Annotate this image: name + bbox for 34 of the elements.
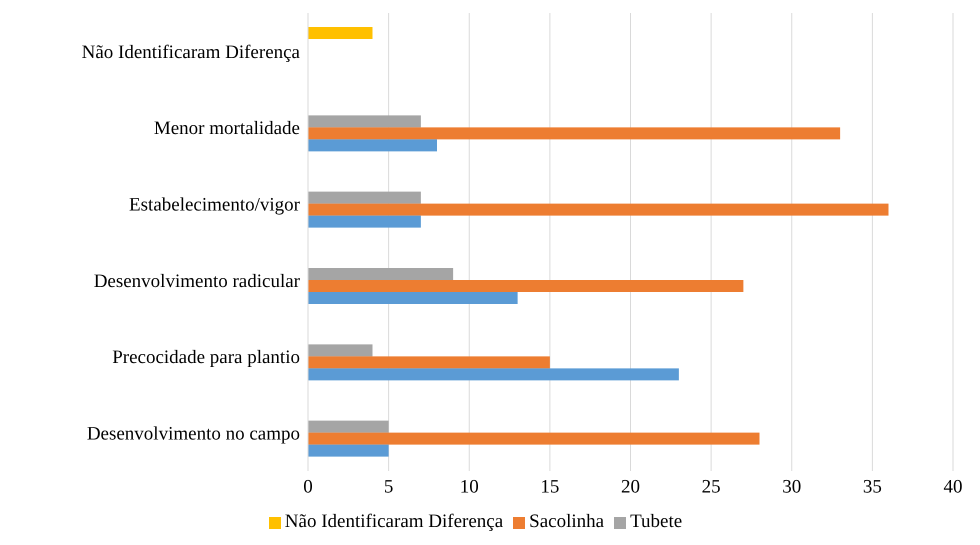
bar — [308, 192, 421, 204]
x-tick-label: 20 — [621, 476, 640, 498]
y-tick-label: Desenvolvimento radicular — [94, 270, 301, 292]
bar — [308, 204, 888, 216]
x-tick-label: 35 — [862, 476, 882, 498]
bar — [308, 432, 760, 445]
x-tick-label: 25 — [702, 476, 721, 498]
bar — [308, 280, 744, 292]
x-tick-label: 30 — [782, 476, 802, 498]
bar — [308, 420, 389, 433]
y-tick-label: Desenvolvimento no campo — [86, 424, 300, 445]
x-tick-label: 10 — [460, 476, 479, 498]
bar — [308, 444, 389, 457]
bar — [308, 268, 454, 280]
bar — [308, 356, 550, 368]
bar — [308, 27, 372, 39]
bar — [308, 368, 679, 380]
x-tick-label: 15 — [540, 476, 560, 498]
y-tick-label: Estabelecimento/vigor — [129, 194, 301, 216]
legend-label: Não Identificaram Diferença — [284, 511, 504, 532]
y-tick-label: Não Identificaram Diferença — [82, 42, 301, 63]
bar — [308, 292, 518, 304]
bar — [308, 127, 840, 140]
legend-label: Tubete — [630, 511, 682, 532]
x-tick-label: 40 — [944, 476, 962, 498]
x-tick-label: 0 — [303, 476, 313, 498]
y-tick-label: Menor mortalidade — [154, 118, 300, 140]
bar — [308, 344, 372, 356]
bar — [308, 216, 421, 228]
legend-label: Sacolinha — [529, 511, 604, 532]
bar — [308, 139, 437, 152]
x-tick-label: 5 — [384, 476, 394, 498]
bar — [308, 115, 421, 128]
y-tick-label: Precocidade para plantio — [112, 347, 300, 368]
